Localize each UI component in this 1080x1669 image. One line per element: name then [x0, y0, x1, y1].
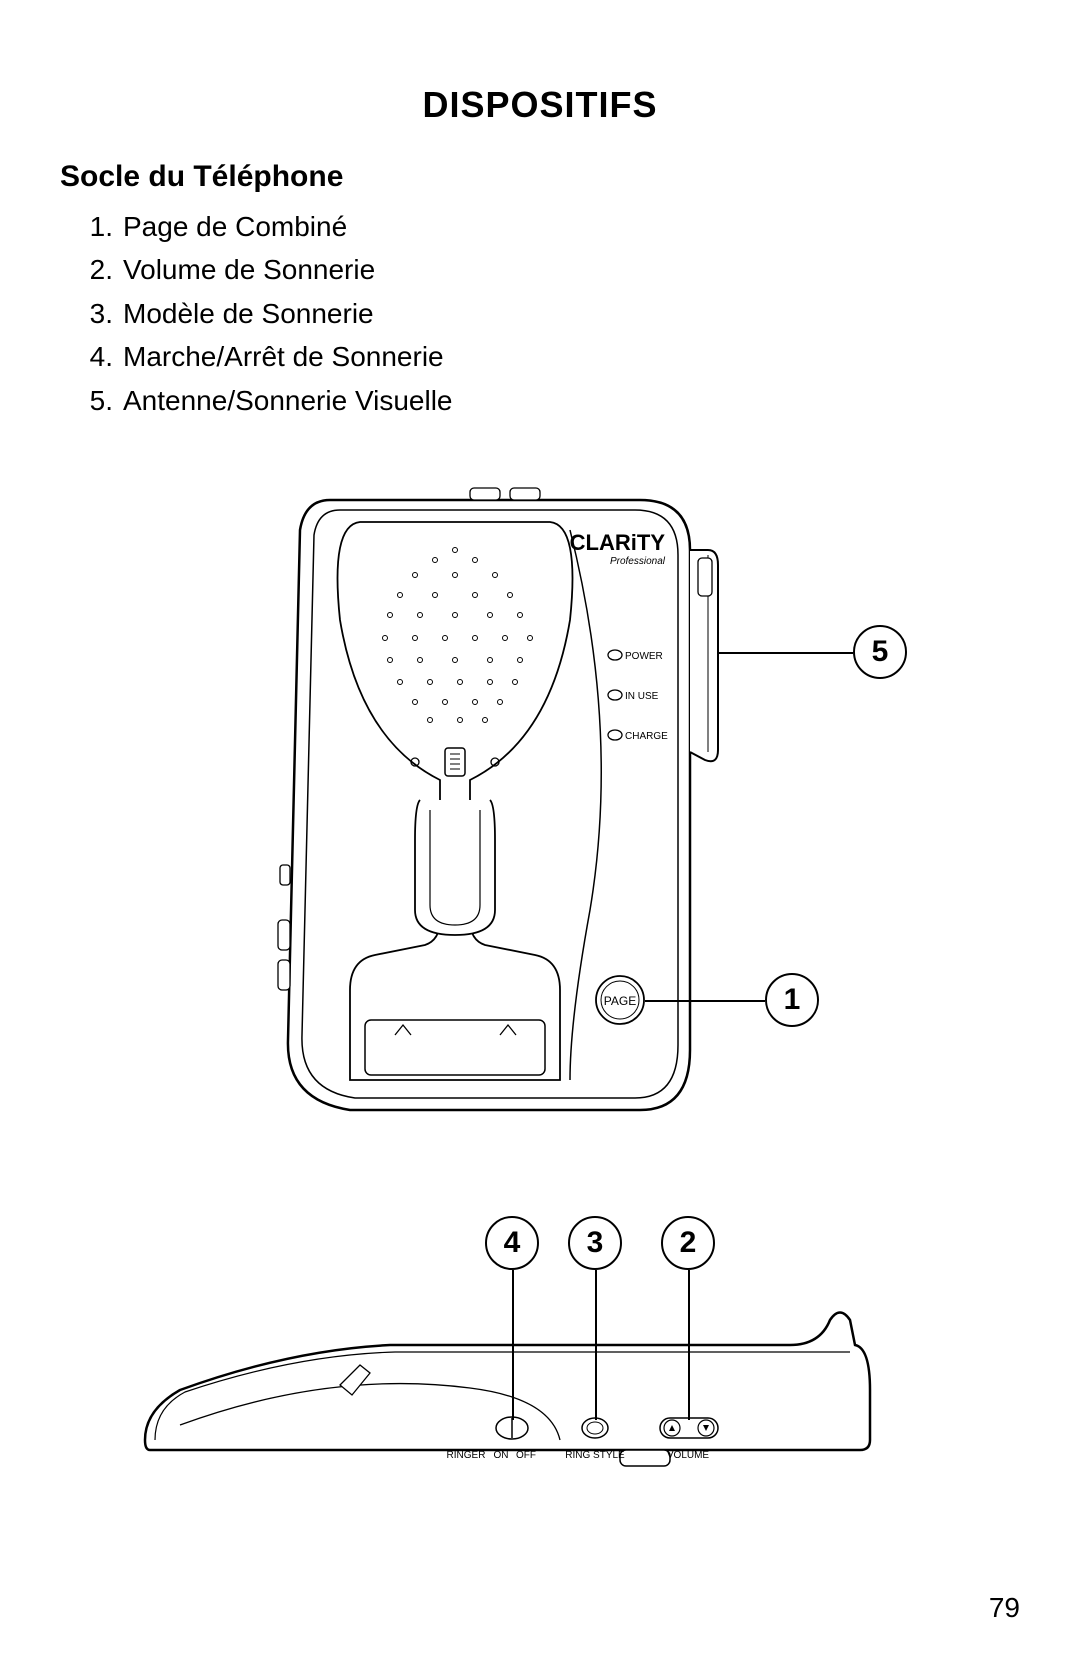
list-label: Volume de Sonnerie	[123, 248, 375, 291]
callout-number: 4	[504, 1226, 521, 1260]
leader-line	[512, 1270, 514, 1420]
diagram-base-front: CLARiTY Professional POWER IN USE CHARGE…	[270, 480, 730, 1140]
callout-3: 3	[568, 1216, 622, 1270]
callout-4: 4	[485, 1216, 539, 1270]
leader-line	[688, 1270, 690, 1420]
callout-number: 5	[872, 635, 889, 669]
list-label: Page de Combiné	[123, 205, 347, 248]
list-num: 2.	[85, 248, 123, 291]
callout-number: 2	[680, 1226, 697, 1260]
brand-label: CLARiTY	[570, 530, 666, 555]
list-label: Antenne/Sonnerie Visuelle	[123, 379, 453, 422]
section-subtitle: Socle du Téléphone	[60, 160, 343, 194]
list-num: 4.	[85, 335, 123, 378]
led-charge-label: CHARGE	[625, 731, 668, 742]
callout-2: 2	[661, 1216, 715, 1270]
leader-line	[645, 1000, 765, 1002]
list-item: 4. Marche/Arrêt de Sonnerie	[85, 335, 453, 378]
page-button-label: PAGE	[604, 994, 636, 1008]
callout-1: 1	[765, 973, 819, 1027]
list-item: 2. Volume de Sonnerie	[85, 248, 453, 291]
list-label: Modèle de Sonnerie	[123, 292, 374, 335]
list-num: 1.	[85, 205, 123, 248]
page-title: DISPOSITIFS	[0, 84, 1080, 126]
off-label: OFF	[516, 1450, 536, 1461]
ring-style-label: RING STYLE	[565, 1450, 625, 1461]
ringer-label: RINGER	[447, 1450, 486, 1461]
on-label: ON	[494, 1450, 509, 1461]
leader-line	[595, 1270, 597, 1420]
list-item: 3. Modèle de Sonnerie	[85, 292, 453, 335]
callout-number: 3	[587, 1226, 604, 1260]
callout-number: 1	[784, 983, 801, 1017]
volume-label: VOLUME	[667, 1450, 710, 1461]
diagram-base-side: RINGER ON OFF RING STYLE VOLUME	[130, 1290, 890, 1500]
list-label: Marche/Arrêt de Sonnerie	[123, 335, 444, 378]
brand-sub-label: Professional	[610, 556, 666, 567]
led-inuse-label: IN USE	[625, 691, 659, 702]
leader-line	[718, 652, 853, 654]
list-num: 5.	[85, 379, 123, 422]
feature-list: 1. Page de Combiné 2. Volume de Sonnerie…	[85, 205, 453, 422]
list-num: 3.	[85, 292, 123, 335]
page-number: 79	[989, 1592, 1020, 1624]
list-item: 5. Antenne/Sonnerie Visuelle	[85, 379, 453, 422]
callout-5: 5	[853, 625, 907, 679]
list-item: 1. Page de Combiné	[85, 205, 453, 248]
led-power-label: POWER	[625, 651, 663, 662]
